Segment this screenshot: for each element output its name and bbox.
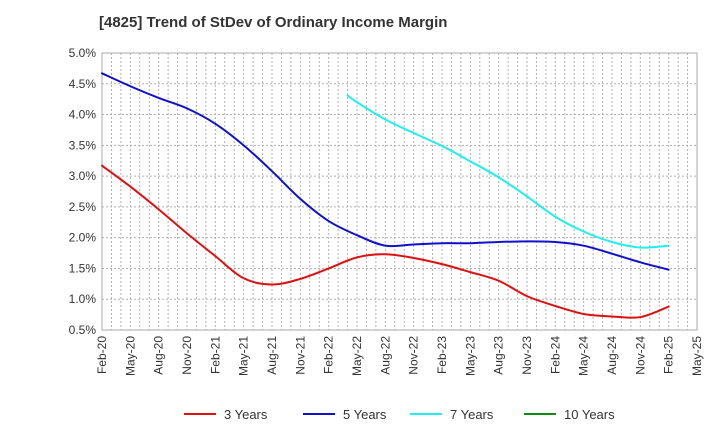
y-tick-label: 2.0% <box>69 231 97 245</box>
y-tick-label: 3.0% <box>69 169 97 183</box>
x-tick-label: Aug-20 <box>152 336 166 375</box>
x-tick-label: Feb-25 <box>662 336 676 374</box>
x-tick-label: Feb-23 <box>435 336 449 374</box>
y-tick-label: 2.5% <box>69 200 97 214</box>
legend-label: 10 Years <box>564 407 615 422</box>
y-tick-label: 4.5% <box>69 77 97 91</box>
y-tick-label: 3.5% <box>69 138 97 152</box>
legend-label: 3 Years <box>224 407 268 422</box>
y-tick-label: 5.0% <box>69 46 97 60</box>
legend-label: 7 Years <box>450 407 494 422</box>
x-tick-label: Feb-21 <box>208 336 222 374</box>
x-tick-label: May-24 <box>577 336 591 376</box>
x-tick-label: Nov-21 <box>293 336 307 375</box>
series-lines <box>101 72 670 319</box>
y-axis: 0.5% 1.0% 1.5% 2.0% 2.5% 3.0% 3.5% 4.0% 4.5% 5.0% <box>69 46 97 337</box>
x-tick-label: Aug-21 <box>265 336 279 375</box>
legend-label: 5 Years <box>343 407 387 422</box>
x-tick-label: Aug-24 <box>605 336 619 375</box>
y-tick-label: 1.0% <box>69 292 97 306</box>
legend-item-5-years[interactable]: 5 Years <box>303 407 387 422</box>
series-line-5-years <box>101 72 670 271</box>
x-tick-label: Nov-23 <box>520 336 534 375</box>
x-tick-label: May-22 <box>350 336 364 376</box>
legend-item-10-years[interactable]: 10 Years <box>524 407 615 422</box>
x-tick-label: Nov-22 <box>407 336 421 375</box>
x-tick-label: Feb-24 <box>548 336 562 374</box>
x-tick-label: May-20 <box>123 336 137 376</box>
x-tick-label: Aug-23 <box>492 336 506 375</box>
series-line-7-years <box>346 94 670 249</box>
y-tick-label: 4.0% <box>69 108 97 122</box>
chart-title: [4825] Trend of StDev of Ordinary Income… <box>99 14 448 31</box>
legend[interactable]: 3 Years 5 Years 7 Years 10 Years <box>184 407 615 422</box>
y-tick-label: 0.5% <box>69 323 97 337</box>
x-tick-label: Aug-22 <box>378 336 392 375</box>
plot-area-border <box>101 52 698 331</box>
legend-item-7-years[interactable]: 7 Years <box>410 407 494 422</box>
legend-item-3-years[interactable]: 3 Years <box>184 407 268 422</box>
x-tick-label: May-23 <box>463 336 477 376</box>
x-tick-label: Feb-22 <box>322 336 336 374</box>
y-tick-label: 1.5% <box>69 261 97 275</box>
x-tick-label: Nov-24 <box>633 336 647 375</box>
x-tick-label: May-25 <box>690 336 704 376</box>
grid <box>102 52 697 331</box>
series-line-3-years <box>101 164 670 319</box>
x-axis: Feb-20 May-20 Aug-20 Nov-20 Feb-21 May-21 Aug-… <box>95 336 704 376</box>
x-tick-label: Nov-20 <box>180 336 194 375</box>
x-tick-label: Feb-20 <box>95 336 109 374</box>
x-tick-label: May-21 <box>237 336 251 376</box>
